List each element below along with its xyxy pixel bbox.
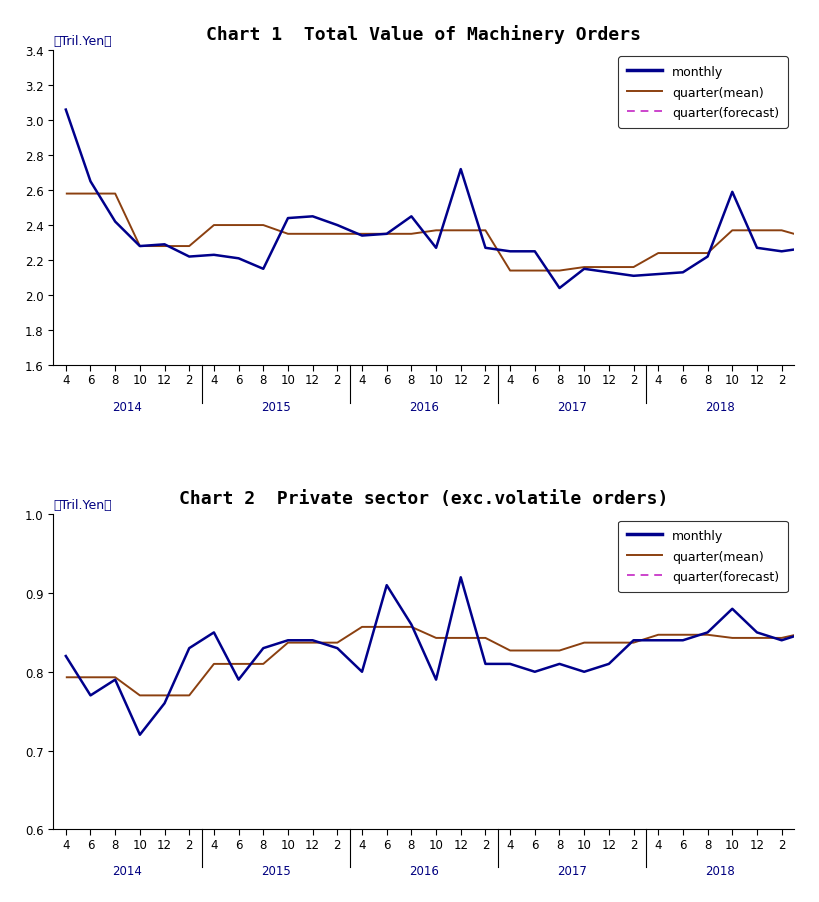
Text: 2017: 2017 [557, 400, 586, 413]
Title: Chart 1  Total Value of Machinery Orders: Chart 1 Total Value of Machinery Orders [206, 25, 641, 44]
Text: 2016: 2016 [409, 864, 439, 877]
Legend: monthly, quarter(mean), quarter(forecast): monthly, quarter(mean), quarter(forecast… [618, 58, 788, 129]
Text: 2015: 2015 [260, 864, 291, 877]
Text: 2014: 2014 [112, 400, 143, 413]
Legend: monthly, quarter(mean), quarter(forecast): monthly, quarter(mean), quarter(forecast… [618, 521, 788, 593]
Text: 2014: 2014 [112, 864, 143, 877]
Text: 2018: 2018 [705, 400, 735, 413]
Text: 2016: 2016 [409, 400, 439, 413]
Text: 2018: 2018 [705, 864, 735, 877]
Title: Chart 2  Private sector (exc.volatile orders): Chart 2 Private sector (exc.volatile ord… [179, 490, 668, 508]
Text: 2015: 2015 [260, 400, 291, 413]
Text: （Tril.Yen）: （Tril.Yen） [53, 35, 112, 48]
Text: 2017: 2017 [557, 864, 586, 877]
Text: （Tril.Yen）: （Tril.Yen） [53, 499, 112, 511]
